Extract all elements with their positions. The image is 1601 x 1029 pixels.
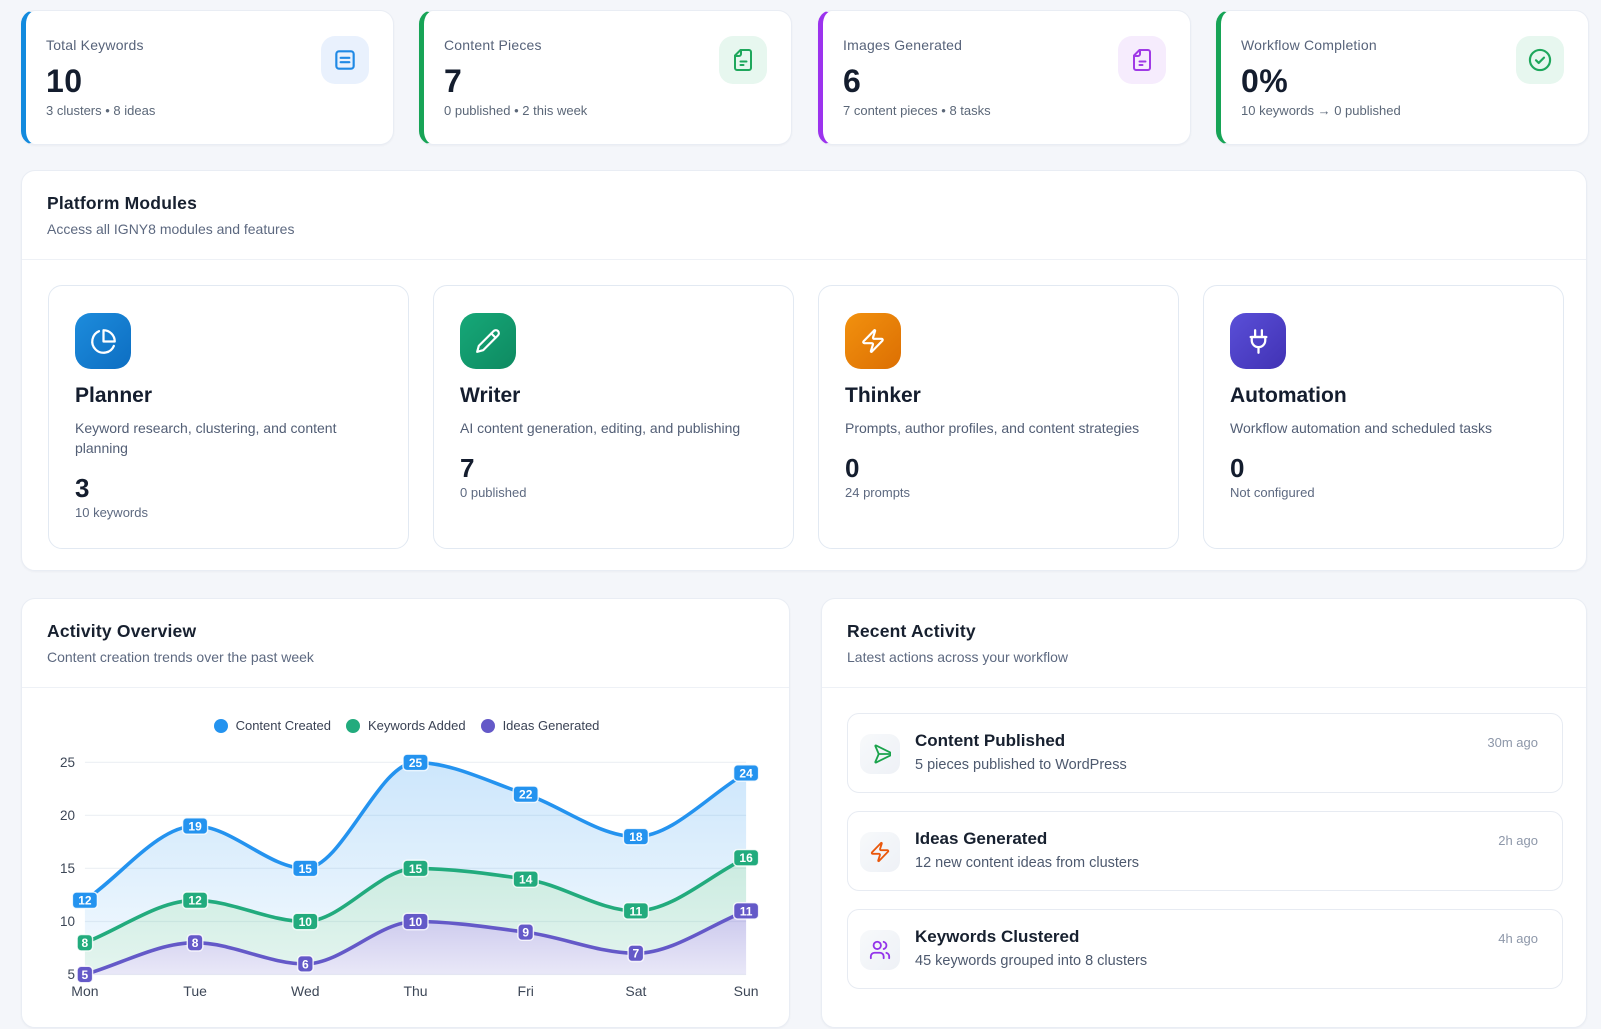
svg-text:18: 18 (629, 830, 643, 844)
svg-text:Thu: Thu (403, 983, 427, 999)
svg-text:5: 5 (82, 968, 89, 982)
svg-text:25: 25 (409, 756, 423, 770)
svg-text:Wed: Wed (291, 983, 320, 999)
svg-text:10: 10 (409, 915, 423, 929)
svg-text:7: 7 (633, 947, 640, 961)
svg-text:12: 12 (78, 894, 92, 908)
svg-text:24: 24 (739, 766, 753, 780)
svg-text:Sat: Sat (625, 983, 646, 999)
svg-text:8: 8 (192, 936, 199, 950)
svg-text:20: 20 (60, 808, 75, 823)
svg-text:11: 11 (740, 904, 753, 918)
svg-text:19: 19 (188, 819, 202, 833)
svg-text:22: 22 (519, 788, 533, 802)
svg-text:15: 15 (409, 862, 423, 876)
svg-text:Sun: Sun (734, 983, 759, 999)
svg-text:15: 15 (299, 862, 313, 876)
svg-text:10: 10 (60, 914, 75, 929)
svg-text:Fri: Fri (518, 983, 534, 999)
svg-text:Tue: Tue (183, 983, 207, 999)
svg-text:12: 12 (188, 894, 202, 908)
svg-text:Mon: Mon (71, 983, 98, 999)
svg-text:8: 8 (82, 936, 89, 950)
svg-text:25: 25 (60, 755, 75, 770)
svg-text:10: 10 (299, 915, 313, 929)
svg-text:15: 15 (60, 861, 75, 876)
svg-text:6: 6 (302, 957, 309, 971)
svg-text:5: 5 (67, 967, 75, 982)
svg-text:14: 14 (519, 873, 533, 887)
svg-text:16: 16 (739, 851, 753, 865)
svg-text:11: 11 (630, 904, 643, 918)
svg-text:9: 9 (522, 926, 529, 940)
